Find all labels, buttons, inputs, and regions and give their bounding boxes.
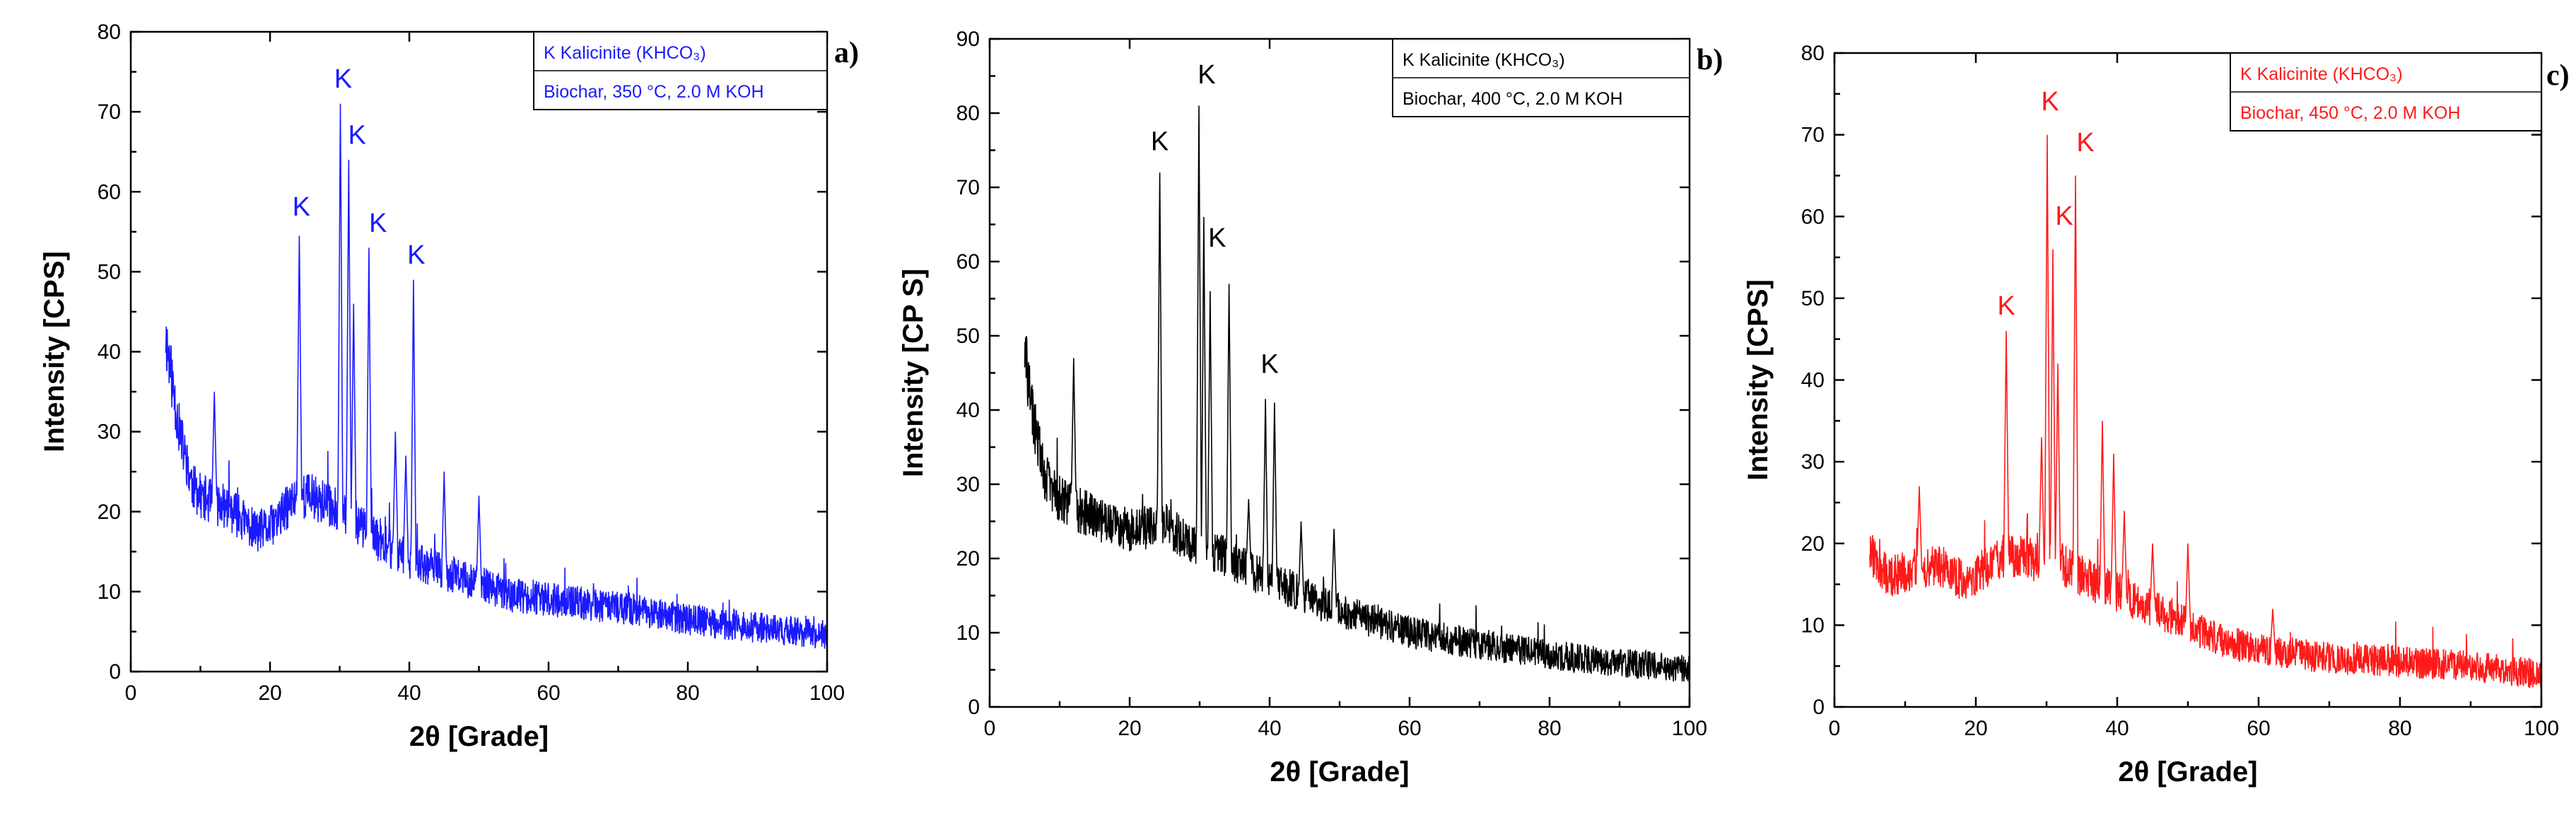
- y-tick-label: 10: [956, 621, 980, 645]
- x-tick-label: 60: [1398, 717, 1421, 740]
- x-tick-label: 40: [1258, 717, 1281, 740]
- legend-entry: Biochar, 450 °C, 2.0 M KOH: [2240, 103, 2461, 123]
- peak-label: K: [1208, 223, 1226, 253]
- y-tick-label: 30: [956, 473, 980, 496]
- xrd-series-line: [1869, 134, 2542, 689]
- x-tick-label: 20: [1964, 717, 1987, 740]
- x-tick-label: 80: [1538, 717, 1561, 740]
- y-tick-label: 60: [98, 180, 121, 204]
- y-tick-label: 80: [98, 21, 121, 44]
- x-tick-label: 60: [2247, 717, 2270, 740]
- x-tick-label: 80: [2388, 717, 2411, 740]
- y-tick-label: 40: [98, 341, 121, 364]
- chart-panel-1: 0 20 40 60 80 100 0 10 20 30 40 50 60 70 80 2θ [Grade] I…: [39, 21, 859, 752]
- peak-label: K: [1260, 350, 1278, 380]
- peak-label: K: [2076, 128, 2094, 158]
- panel-letter: a): [834, 37, 859, 69]
- y-tick-label: 30: [1801, 450, 1825, 474]
- y-tick-label: 20: [956, 547, 980, 570]
- panel-letter: c): [2546, 59, 2570, 92]
- peak-label: K: [2055, 201, 2073, 231]
- peak-label: K: [1151, 127, 1169, 157]
- y-tick-label: 10: [1801, 614, 1825, 637]
- x-tick-label: 0: [984, 717, 996, 740]
- y-tick-label: 50: [956, 324, 980, 348]
- y-tick-label: 40: [1801, 369, 1825, 392]
- y-tick-label: 70: [98, 100, 121, 124]
- chart-panel-2: 0 20 40 60 80 100 0 10 20 30 40 50 60 70 80 90 2θ [Grade…: [898, 28, 1723, 788]
- legend-entry: K Kalicinite (KHCO₃): [1403, 50, 1565, 70]
- x-tick-label: 40: [2105, 717, 2129, 740]
- peak-label: K: [334, 64, 352, 94]
- legend-entry: Biochar, 350 °C, 2.0 M KOH: [544, 82, 764, 102]
- x-tick-label: 0: [125, 681, 137, 705]
- y-axis-label: Intensity [CP S]: [898, 269, 929, 477]
- plot-frame: [1833, 52, 2543, 708]
- y-tick-label: 10: [98, 580, 121, 604]
- x-tick-label: 20: [1118, 717, 1141, 740]
- y-tick-label: 80: [956, 102, 980, 125]
- panel-letter: b): [1697, 44, 1723, 76]
- x-axis-label: 2θ [Grade]: [2118, 756, 2257, 788]
- x-tick-label: 100: [2524, 717, 2559, 740]
- peak-label: K: [348, 120, 365, 150]
- y-tick-label: 50: [1801, 287, 1825, 310]
- peak-label: K: [2041, 87, 2059, 117]
- y-tick-label: 60: [1801, 205, 1825, 228]
- peak-label: K: [1198, 60, 1215, 90]
- y-tick-label: 30: [98, 421, 121, 444]
- peak-label: K: [407, 240, 425, 270]
- legend: K Kalicinite (KHCO₃) Biochar, 450 °C, 2.0…: [2230, 52, 2542, 131]
- y-tick-label: 70: [956, 176, 980, 199]
- peak-label: K: [293, 192, 310, 222]
- x-tick-label: 20: [258, 681, 281, 705]
- x-tick-label: 0: [1829, 717, 1841, 740]
- x-tick-label: 40: [397, 681, 421, 705]
- legend: K Kalicinite (KHCO₃) Biochar, 350 °C, 2.0…: [533, 31, 828, 110]
- x-axis-label: 2θ [Grade]: [409, 721, 549, 752]
- y-axis-label: Intensity [CPS]: [39, 251, 70, 452]
- y-tick-label: 20: [98, 501, 121, 524]
- y-tick-label: 0: [1813, 696, 1825, 719]
- peak-label: K: [369, 209, 387, 238]
- y-tick-label: 40: [956, 399, 980, 422]
- y-tick-label: 80: [1801, 42, 1825, 65]
- chart-panel-3: 0 20 40 60 80 100 0 10 20 30 40 50 60 70 80 2θ [Grade] I…: [1743, 42, 2570, 788]
- y-tick-label: 90: [956, 28, 980, 51]
- legend-entry: Biochar, 400 °C, 2.0 M KOH: [1403, 89, 1623, 109]
- y-axis-label: Intensity [CPS]: [1743, 279, 1774, 480]
- x-tick-label: 80: [676, 681, 699, 705]
- y-tick-label: 0: [968, 696, 980, 719]
- legend: K Kalicinite (KHCO₃) Biochar, 400 °C, 2.0…: [1392, 38, 1690, 117]
- legend-entry: K Kalicinite (KHCO₃): [2240, 64, 2403, 84]
- y-tick-label: 20: [1801, 532, 1825, 556]
- x-axis-label: 2θ [Grade]: [1270, 756, 1409, 788]
- y-tick-label: 60: [956, 250, 980, 274]
- xrd-series-line: [1024, 105, 1690, 684]
- xrd-series-line: [165, 103, 828, 649]
- y-tick-label: 70: [1801, 124, 1825, 147]
- x-tick-label: 60: [537, 681, 560, 705]
- y-tick-label: 0: [109, 660, 121, 684]
- legend-entry: K Kalicinite (KHCO₃): [544, 43, 706, 63]
- x-tick-label: 100: [1672, 717, 1707, 740]
- plot-frame: [129, 30, 829, 673]
- y-tick-label: 50: [98, 260, 121, 283]
- x-tick-label: 100: [809, 681, 845, 705]
- peak-label: K: [1997, 291, 2015, 321]
